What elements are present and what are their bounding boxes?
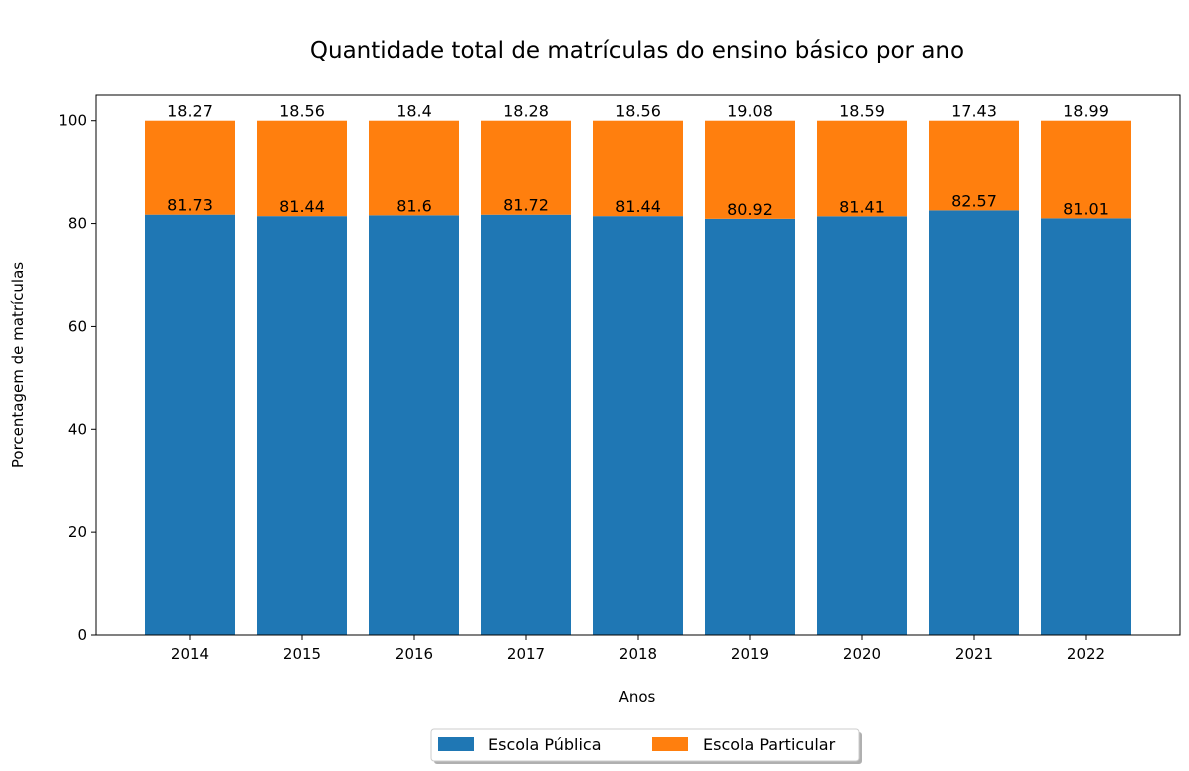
bar-escola-publica-2021 — [929, 210, 1019, 635]
legend-swatch-escola-particular — [652, 737, 688, 751]
data-label-escola-publica-2022: 81.01 — [1063, 199, 1109, 218]
data-label-escola-publica-2017: 81.72 — [503, 196, 549, 215]
bar-escola-particular-2019 — [705, 120, 795, 219]
bar-escola-particular-2014 — [145, 120, 235, 215]
x-tick-label: 2014 — [171, 645, 209, 663]
data-label-escola-publica-2014: 81.73 — [167, 196, 213, 215]
data-label-escola-particular-2022: 18.99 — [1063, 102, 1109, 121]
data-label-escola-particular-2014: 18.27 — [167, 102, 213, 121]
x-axis-label: Anos — [619, 688, 656, 706]
data-label-escola-publica-2015: 81.44 — [279, 197, 325, 216]
legend-label-escola-publica: Escola Pública — [488, 735, 602, 754]
x-tick-label: 2016 — [395, 645, 433, 663]
data-label-escola-publica-2016: 81.6 — [396, 196, 432, 215]
y-tick-label: 100 — [58, 112, 87, 130]
bar-labels-group: 81.73 18.27 81.44 18.56 81.6 18.4 81.72 18.28 81… — [167, 102, 1109, 219]
bar-escola-publica-2017 — [481, 214, 571, 635]
x-tick-label: 2019 — [731, 645, 769, 663]
data-label-escola-publica-2019: 80.92 — [727, 200, 773, 219]
data-label-escola-publica-2020: 81.41 — [839, 197, 885, 216]
bars-group — [145, 120, 1131, 636]
chart-title: Quantidade total de matrículas do ensino… — [310, 38, 964, 64]
y-tick-label: 40 — [68, 420, 87, 438]
bar-escola-publica-2016 — [369, 215, 459, 636]
legend-label-escola-particular: Escola Particular — [703, 735, 836, 754]
data-label-escola-particular-2016: 18.4 — [396, 102, 432, 121]
x-tick-label: 2017 — [507, 645, 545, 663]
data-label-escola-particular-2018: 18.56 — [615, 102, 661, 121]
bar-escola-particular-2022 — [1041, 120, 1131, 219]
bar-escola-particular-2015 — [257, 120, 347, 217]
y-tick-label: 20 — [68, 523, 87, 541]
bar-escola-particular-2016 — [369, 120, 459, 216]
bar-escola-particular-2021 — [929, 120, 1019, 211]
y-axis: 0 20 40 60 80 100 — [58, 112, 96, 644]
data-label-escola-particular-2020: 18.59 — [839, 102, 885, 121]
legend-box — [430, 728, 860, 762]
x-tick-label: 2022 — [1067, 645, 1105, 663]
data-label-escola-particular-2019: 19.08 — [727, 102, 773, 121]
bar-escola-publica-2015 — [257, 216, 347, 635]
data-label-escola-particular-2017: 18.28 — [503, 102, 549, 121]
bar-escola-publica-2018 — [593, 216, 683, 635]
legend-swatch-escola-publica — [438, 737, 474, 751]
data-label-escola-publica-2018: 81.44 — [615, 197, 661, 216]
bar-escola-publica-2020 — [817, 216, 907, 635]
y-tick-label: 80 — [68, 215, 87, 233]
x-tick-label: 2021 — [955, 645, 993, 663]
data-label-escola-particular-2015: 18.56 — [279, 102, 325, 121]
bar-escola-publica-2022 — [1041, 218, 1131, 635]
bar-escola-particular-2017 — [481, 120, 571, 215]
legend: Escola Pública Escola Particular — [430, 728, 862, 764]
bar-escola-publica-2019 — [705, 218, 795, 635]
data-label-escola-particular-2021: 17.43 — [951, 102, 997, 121]
x-tick-label: 2018 — [619, 645, 657, 663]
y-tick-label: 0 — [77, 626, 87, 644]
x-tick-label: 2015 — [283, 645, 321, 663]
y-tick-label: 60 — [68, 317, 87, 335]
y-axis-label: Porcentagem de matrículas — [9, 262, 27, 468]
data-label-escola-publica-2021: 82.57 — [951, 191, 997, 210]
bar-escola-particular-2020 — [817, 120, 907, 217]
bar-escola-publica-2014 — [145, 214, 235, 635]
x-tick-label: 2020 — [843, 645, 881, 663]
bar-escola-particular-2018 — [593, 120, 683, 217]
x-axis: 2014 2015 2016 2017 2018 2019 2020 2021 2022 — [171, 635, 1105, 663]
